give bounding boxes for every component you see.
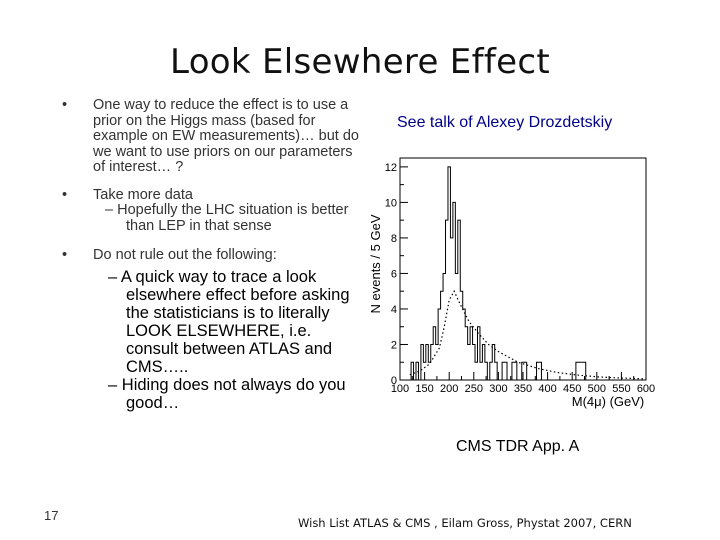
sub-bullet-text: A quick way to trace a look elsewhere ef… — [120, 267, 350, 376]
bullet-marker: • — [62, 97, 68, 113]
bullet-text: Take more data — [93, 186, 193, 203]
bullet-text: One way to reduce the effect is to use a… — [93, 97, 359, 175]
y-tick-label: 6 — [391, 268, 397, 280]
y-tick-label: 0 — [391, 375, 397, 387]
chart-axes — [399, 157, 647, 381]
sub-bullet: – Hiding does not always do you good… — [62, 376, 362, 412]
x-tick-label: 550 — [612, 383, 630, 395]
bullet-item: • Do not rule out the following: — [62, 247, 362, 264]
sub-bullet-text: Hopefully the LHC situation is better th… — [117, 202, 349, 234]
y-tick-label: 12 — [385, 162, 397, 174]
x-tick-label: 100 — [391, 383, 409, 395]
x-tick-label: 450 — [563, 383, 581, 395]
talk-reference: See talk of Alexey Drozdetskiy — [397, 114, 613, 131]
x-tick-label: 250 — [465, 383, 483, 395]
bullet-item: • Take more data – Hopefully the LHC sit… — [62, 186, 362, 235]
y-tick-label: 4 — [391, 304, 397, 316]
footer-text: Wish List ATLAS & CMS , Eilam Gross, Phy… — [298, 516, 632, 530]
y-tick-label: 2 — [391, 339, 397, 351]
bullet-marker: • — [62, 186, 68, 203]
x-tick-label: 150 — [415, 383, 433, 395]
bullet-item: • One way to reduce the effect is to use… — [62, 97, 362, 176]
slide-title: Look Elsewhere Effect — [170, 42, 550, 82]
y-tick-label: 10 — [385, 197, 397, 209]
y-tick-label: 8 — [391, 233, 397, 245]
x-tick-label: 400 — [538, 383, 556, 395]
chart-labels: 0 2 4 6 8 10 12 100 150 200 250 300 350 400 450 500 550 6… — [368, 162, 655, 409]
plot-frame — [399, 157, 647, 381]
mass-histogram-chart: 0 2 4 6 8 10 12 100 150 200 250 300 350 400 450 500 550 6… — [368, 157, 655, 409]
x-tick-label: 500 — [588, 383, 606, 395]
x-tick-label: 200 — [440, 383, 458, 395]
x-tick-label: 350 — [514, 383, 532, 395]
y-axis-label: N events / 5 GeV — [368, 214, 383, 313]
x-axis-label: M(4μ) (GeV) — [572, 394, 645, 409]
sub-bullet: – A quick way to trace a look elsewhere … — [62, 268, 362, 376]
histogram-series — [401, 166, 646, 381]
sub-bullet-marker: – — [108, 375, 118, 394]
x-tick-label: 300 — [489, 383, 507, 395]
bullet-text: Do not rule out the following: — [93, 247, 277, 263]
x-tick-label: 600 — [637, 383, 655, 395]
chart-marks — [401, 166, 647, 381]
page-number: 17 — [44, 508, 59, 523]
sub-bullet-text: Hiding does not always do you good… — [121, 375, 346, 412]
sub-bullet: – Hopefully the LHC situation is better … — [93, 202, 362, 234]
plot-caption: CMS TDR App. A — [456, 438, 580, 455]
bullet-list: • One way to reduce the effect is to use… — [62, 97, 362, 412]
fit-curve-series — [409, 289, 647, 380]
sub-bullet-marker: – — [105, 202, 114, 218]
sub-bullet-marker: – — [108, 267, 118, 286]
bullet-marker: • — [62, 247, 68, 263]
